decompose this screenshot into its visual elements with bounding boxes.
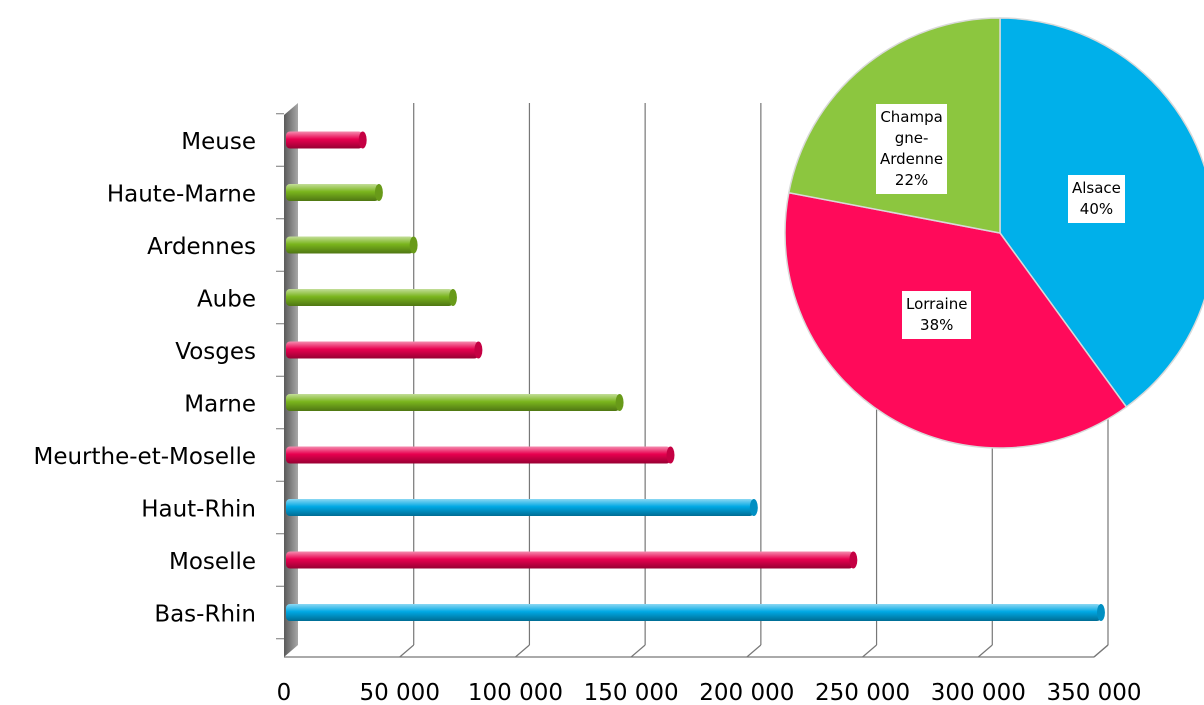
pie-label-lorraine: Lorraine 38% xyxy=(902,291,972,339)
bar-aube xyxy=(286,289,453,306)
y-tick-label: Meurthe-et-Moselle xyxy=(33,444,256,470)
pie-label-champagne-line2: gne- xyxy=(894,129,929,147)
y-tick-label: Aube xyxy=(197,287,256,313)
bar-marne xyxy=(286,394,620,411)
bar-floor-line xyxy=(630,644,646,658)
bar-floor-edge xyxy=(1093,644,1109,658)
x-tick-label: 350 000 xyxy=(1046,680,1141,705)
x-tick-label: 200 000 xyxy=(699,680,794,705)
pie-label-champagne-value: 22% xyxy=(894,171,929,189)
y-tick-label: Haute-Marne xyxy=(107,182,256,208)
bar-floor-line xyxy=(399,644,415,658)
pie-label-alsace-value: 40% xyxy=(1079,200,1114,218)
pie-label-alsace-name: Alsace xyxy=(1072,179,1121,197)
bar-meuse xyxy=(286,131,363,149)
pie-label-champagne-line1: Champa xyxy=(880,108,943,126)
bar-bas-rhin xyxy=(286,604,1101,621)
pie-label-lorraine-name: Lorraine xyxy=(906,295,968,313)
bar-end-cap xyxy=(374,184,383,201)
bar-end-cap xyxy=(666,446,675,464)
y-tick-label: Bas-Rhin xyxy=(154,602,256,628)
bar-meurthe-et-moselle xyxy=(286,446,671,464)
y-tick-label: Ardennes xyxy=(147,234,256,260)
x-tick-label: 150 000 xyxy=(584,680,679,705)
x-tick-label: 300 000 xyxy=(931,680,1026,705)
bar-moselle xyxy=(286,551,854,569)
bar-end-cap xyxy=(474,341,483,359)
y-tick-label: Marne xyxy=(184,392,256,418)
y-tick-label: Haut-Rhin xyxy=(141,497,256,523)
bar-floor-line xyxy=(746,644,762,658)
bar-end-cap xyxy=(448,289,457,306)
x-tick-label: 100 000 xyxy=(468,680,563,705)
bar-floor-line xyxy=(515,644,530,658)
pie-label-lorraine-value: 38% xyxy=(920,316,954,334)
bar-end-cap xyxy=(1096,604,1105,621)
bar-end-cap xyxy=(615,394,624,411)
x-tick-label: 50 000 xyxy=(359,680,439,705)
x-tick-label: 0 xyxy=(277,680,292,705)
bar-end-cap xyxy=(409,236,418,254)
bar-ardennes xyxy=(286,236,414,254)
x-tick-label: 250 000 xyxy=(815,680,910,705)
bar-haut-rhin xyxy=(286,499,754,516)
bar-end-cap xyxy=(849,551,858,569)
bar-floor-line xyxy=(977,644,993,658)
bar-vosges xyxy=(286,341,479,359)
pie-label-alsace: Alsace 40% xyxy=(1068,175,1125,223)
pie-label-champagne-line3: Ardenne xyxy=(880,150,944,168)
bar-haute-marne xyxy=(286,184,379,201)
bar-floor-line xyxy=(862,644,877,658)
y-tick-label: Vosges xyxy=(175,339,256,365)
bar-end-cap xyxy=(749,499,758,516)
y-tick-label: Meuse xyxy=(181,129,256,155)
y-tick-label: Moselle xyxy=(169,549,256,575)
pie-label-champagne-ardenne: Champa gne- Ardenne 22% xyxy=(876,104,948,194)
bar-end-cap xyxy=(358,131,367,149)
